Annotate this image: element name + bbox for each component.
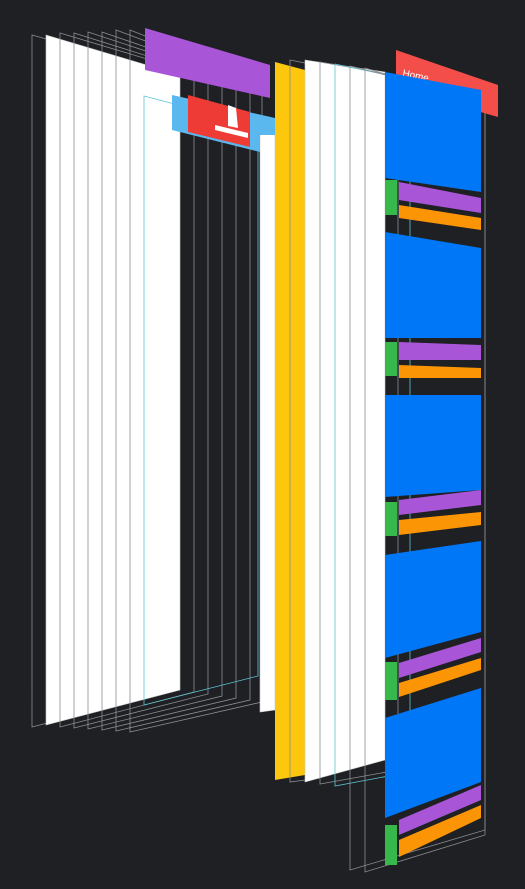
card-icon [385,180,397,215]
left-stack [31,29,276,733]
purple-bar [145,28,270,98]
card-icon [385,825,397,865]
icon [228,105,238,128]
card-image [385,688,481,818]
layer [45,34,181,726]
card-icon [385,342,397,376]
card-title [399,490,481,515]
card-title [399,785,481,835]
card-image [385,541,481,658]
card [385,72,481,230]
layer [304,59,386,783]
card-image [385,72,481,192]
card-icon [385,662,397,700]
card-image [385,232,481,338]
card-subtitle [399,512,481,535]
card [385,232,481,378]
card [385,395,481,536]
card-subtitle [399,658,481,697]
card-subtitle [399,805,481,857]
white-bit [215,125,248,138]
card-subtitle [399,205,481,230]
card [385,688,481,865]
card [385,541,481,700]
card-image [385,395,481,497]
card-title [399,182,481,213]
card-title [399,342,481,360]
card-title [399,638,481,678]
card-icon [385,502,397,536]
layer [259,117,276,713]
card-subtitle [399,365,481,378]
